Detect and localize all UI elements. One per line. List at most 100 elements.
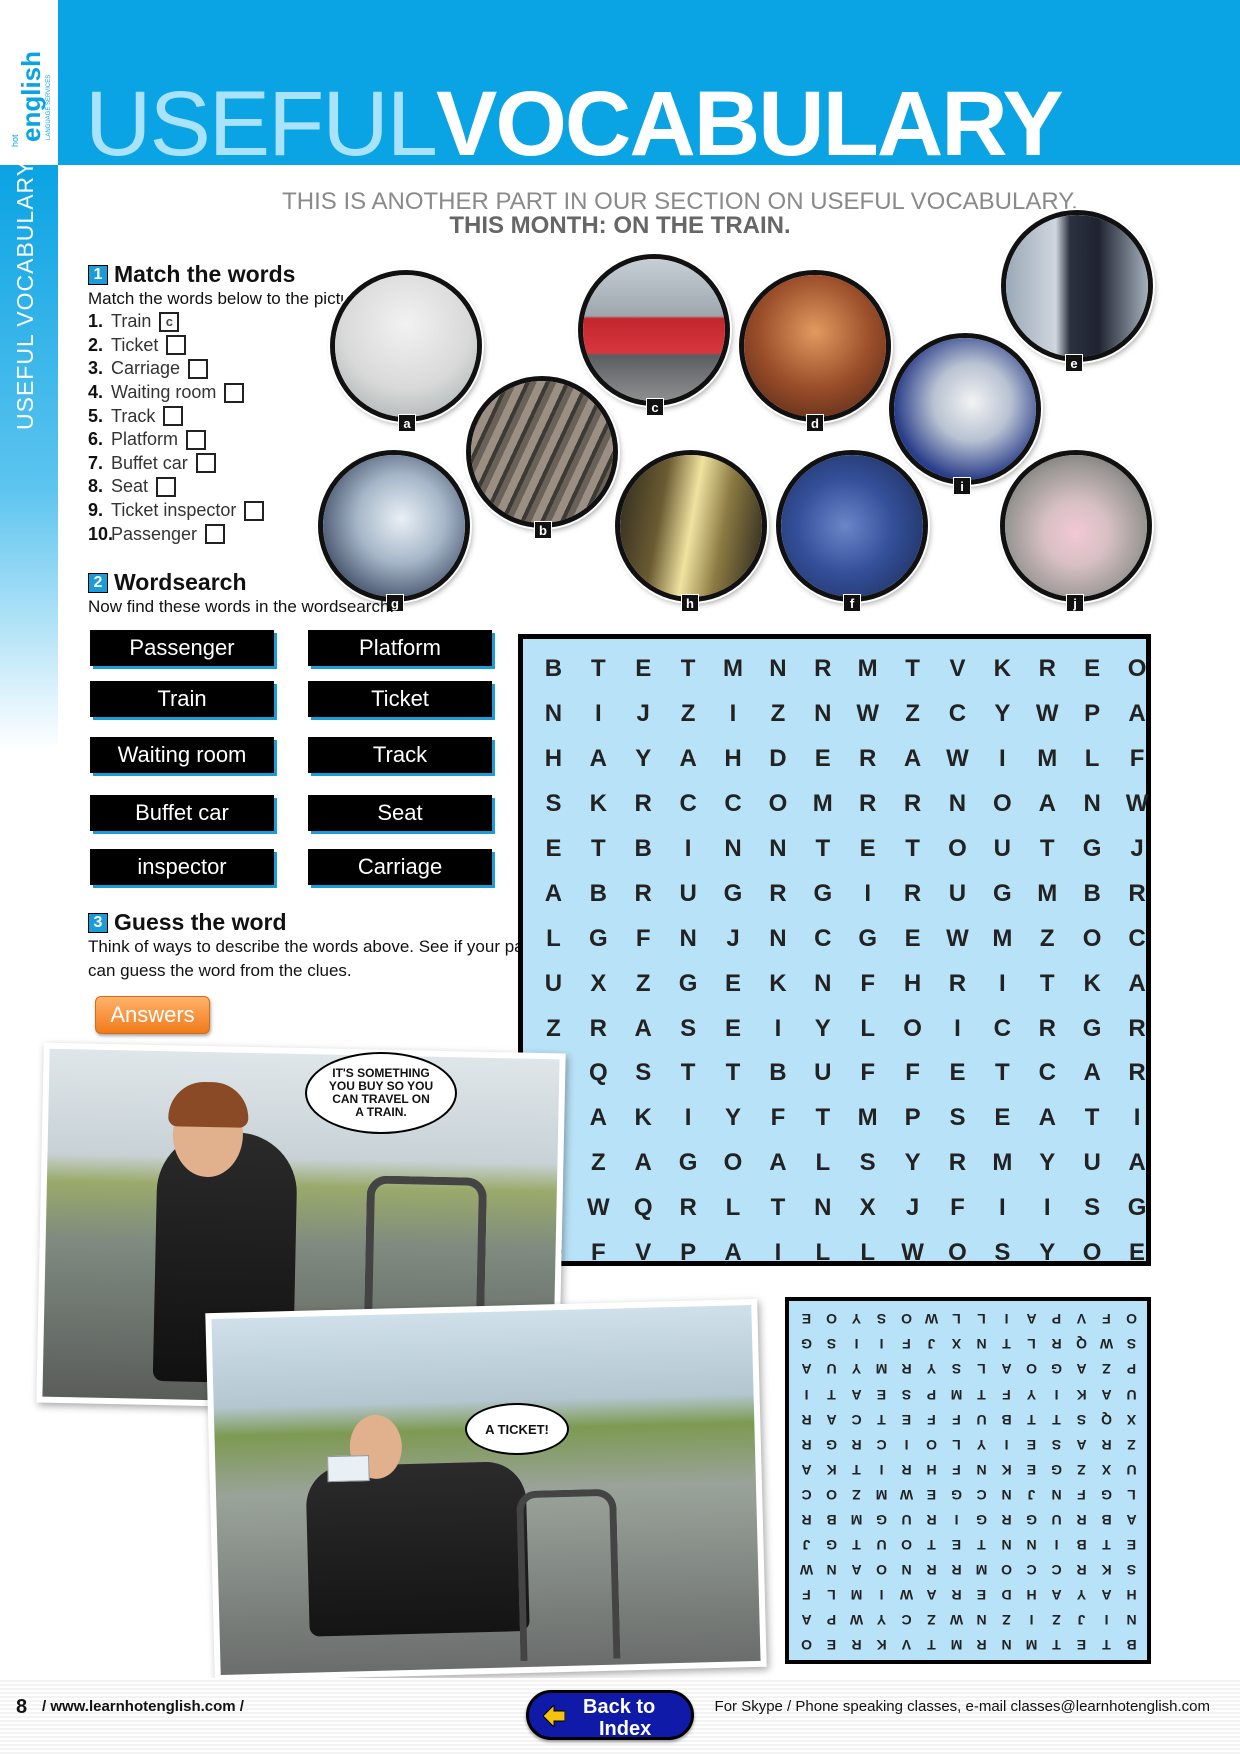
wordsearch-cell[interactable]: G: [826, 1537, 837, 1554]
wordsearch-cell[interactable]: G: [678, 969, 698, 997]
wordsearch-cell[interactable]: Z: [1039, 924, 1055, 952]
wordsearch-cell[interactable]: I: [1004, 1436, 1009, 1453]
wordsearch-cell[interactable]: I: [774, 1014, 782, 1042]
wordsearch-cell[interactable]: T: [852, 1461, 861, 1478]
wordsearch-cell[interactable]: P: [926, 1386, 937, 1403]
wordsearch-cell[interactable]: R: [769, 879, 787, 907]
wordsearch-cell[interactable]: R: [948, 1149, 967, 1177]
wordsearch-cell[interactable]: U: [814, 1059, 832, 1087]
wordsearch-cell[interactable]: B: [1083, 879, 1101, 907]
wordsearch-cell[interactable]: B: [589, 879, 607, 907]
wordsearch-cell[interactable]: N: [769, 924, 787, 952]
wordsearch-cell[interactable]: A: [1128, 1149, 1146, 1177]
wordsearch-cell[interactable]: N: [976, 1336, 987, 1353]
wordsearch-cell[interactable]: L: [860, 1239, 876, 1267]
wordsearch-cell[interactable]: F: [905, 1059, 920, 1087]
wordsearch-cell[interactable]: O: [926, 1436, 937, 1453]
wordsearch-cell[interactable]: P: [1051, 1311, 1062, 1328]
wordsearch-cell[interactable]: Y: [725, 1104, 742, 1132]
wordsearch-cell[interactable]: I: [999, 969, 1006, 997]
wordsearch-cell[interactable]: T: [905, 835, 920, 862]
wordsearch-cell[interactable]: F: [1129, 745, 1145, 773]
wordsearch-cell[interactable]: R: [589, 1014, 607, 1042]
wordsearch-cell[interactable]: W: [899, 1486, 914, 1503]
wordsearch-cell[interactable]: K: [769, 969, 787, 997]
wordsearch-cell[interactable]: I: [864, 879, 872, 907]
wordsearch-cell[interactable]: W: [899, 1587, 914, 1604]
wordsearch-cell[interactable]: I: [879, 1336, 884, 1353]
wordsearch-cell[interactable]: A: [1038, 790, 1056, 818]
wordsearch-cell[interactable]: I: [1043, 1194, 1051, 1222]
wordsearch-cell[interactable]: F: [770, 1104, 786, 1132]
wordsearch-cell[interactable]: R: [951, 1562, 962, 1579]
wordsearch-cell[interactable]: A: [1128, 700, 1146, 728]
wordsearch-cell[interactable]: C: [976, 1486, 987, 1503]
wordsearch-cell[interactable]: O: [826, 1486, 837, 1503]
wordsearch-cell[interactable]: L: [1084, 745, 1100, 773]
wordsearch-cell[interactable]: H: [544, 745, 563, 773]
wordsearch-cell[interactable]: L: [952, 1436, 961, 1453]
wordsearch-cell[interactable]: O: [801, 1637, 812, 1654]
wordsearch-cell[interactable]: I: [879, 1461, 884, 1478]
wordsearch-cell[interactable]: N: [679, 924, 697, 952]
wordsearch-cell[interactable]: O: [1127, 655, 1147, 683]
wordsearch-cell[interactable]: P: [1084, 700, 1101, 728]
wordsearch-cell[interactable]: A: [1001, 1361, 1012, 1378]
wordsearch-cell[interactable]: E: [1026, 1436, 1037, 1453]
wordsearch-cell[interactable]: E: [949, 1059, 966, 1087]
wordsearch-cell[interactable]: G: [723, 879, 743, 907]
wordsearch-cell[interactable]: J: [636, 700, 650, 728]
wordsearch-cell[interactable]: L: [860, 1014, 876, 1042]
answers-button[interactable]: Answers: [95, 996, 210, 1034]
wordsearch-cell[interactable]: W: [1099, 1336, 1114, 1353]
wordsearch-cell[interactable]: E: [876, 1386, 887, 1403]
wordsearch-cell[interactable]: I: [854, 1336, 859, 1353]
wordsearch-cell[interactable]: M: [850, 1587, 863, 1604]
wordsearch-cell[interactable]: Z: [1002, 1612, 1011, 1629]
wordsearch-cell[interactable]: N: [901, 1562, 912, 1579]
wordsearch-cell[interactable]: B: [1076, 1537, 1087, 1554]
wordsearch-cell[interactable]: Y: [926, 1361, 937, 1378]
wordsearch-cell[interactable]: B: [544, 655, 563, 683]
wordsearch-cell[interactable]: Z: [1102, 1361, 1111, 1378]
wordsearch-cell[interactable]: F: [902, 1336, 911, 1353]
wordsearch-cell[interactable]: J: [726, 924, 740, 952]
wordsearch-cell[interactable]: S: [876, 1311, 887, 1328]
wordsearch-cell[interactable]: P: [904, 1104, 921, 1132]
wordsearch-cell[interactable]: J: [1027, 1486, 1036, 1503]
wordsearch-cell[interactable]: E: [926, 1486, 937, 1503]
wordsearch-cell[interactable]: H: [1026, 1587, 1037, 1604]
wordsearch-cell[interactable]: L: [1027, 1336, 1036, 1353]
wordsearch-cell[interactable]: A: [903, 745, 922, 773]
wordsearch-cell[interactable]: N: [814, 1194, 832, 1222]
wordsearch-cell[interactable]: P: [1126, 1361, 1137, 1378]
wordsearch-cell[interactable]: C: [801, 1486, 812, 1503]
wordsearch-cell[interactable]: N: [814, 700, 832, 728]
wordsearch-cell[interactable]: R: [634, 790, 652, 818]
wordsearch-cell[interactable]: R: [903, 790, 922, 818]
wordsearch-cell[interactable]: Z: [905, 700, 920, 728]
wordsearch-cell[interactable]: R: [859, 745, 877, 773]
wordsearch-cell[interactable]: H: [903, 969, 922, 997]
wordsearch-cell[interactable]: O: [948, 835, 967, 862]
wordsearch-cell[interactable]: T: [1084, 1104, 1100, 1132]
wordsearch-cell[interactable]: I: [1133, 1104, 1141, 1132]
wordsearch-cell[interactable]: E: [1076, 1637, 1087, 1654]
wordsearch-cell[interactable]: W: [946, 924, 969, 952]
wordsearch-cell[interactable]: N: [769, 835, 787, 862]
wordsearch-cell[interactable]: M: [950, 1637, 963, 1654]
wordsearch-cell[interactable]: F: [635, 924, 651, 952]
wordsearch-cell[interactable]: O: [901, 1311, 912, 1328]
wordsearch-cell[interactable]: S: [951, 1361, 962, 1378]
wordsearch-cell[interactable]: S: [1084, 1194, 1101, 1222]
wordsearch-cell[interactable]: A: [826, 1411, 837, 1428]
wordsearch-cell[interactable]: L: [546, 924, 561, 952]
wordsearch-cell[interactable]: A: [801, 1612, 812, 1629]
wordsearch-cell[interactable]: M: [950, 1386, 963, 1403]
wordsearch-cell[interactable]: I: [1029, 1612, 1034, 1629]
wordsearch-cell[interactable]: T: [815, 835, 831, 862]
wordsearch-cell[interactable]: U: [1126, 1461, 1137, 1478]
wordsearch-cell[interactable]: M: [850, 1511, 863, 1528]
wordsearch-cell[interactable]: A: [1038, 1104, 1056, 1132]
wordsearch-cell[interactable]: C: [876, 1436, 887, 1453]
